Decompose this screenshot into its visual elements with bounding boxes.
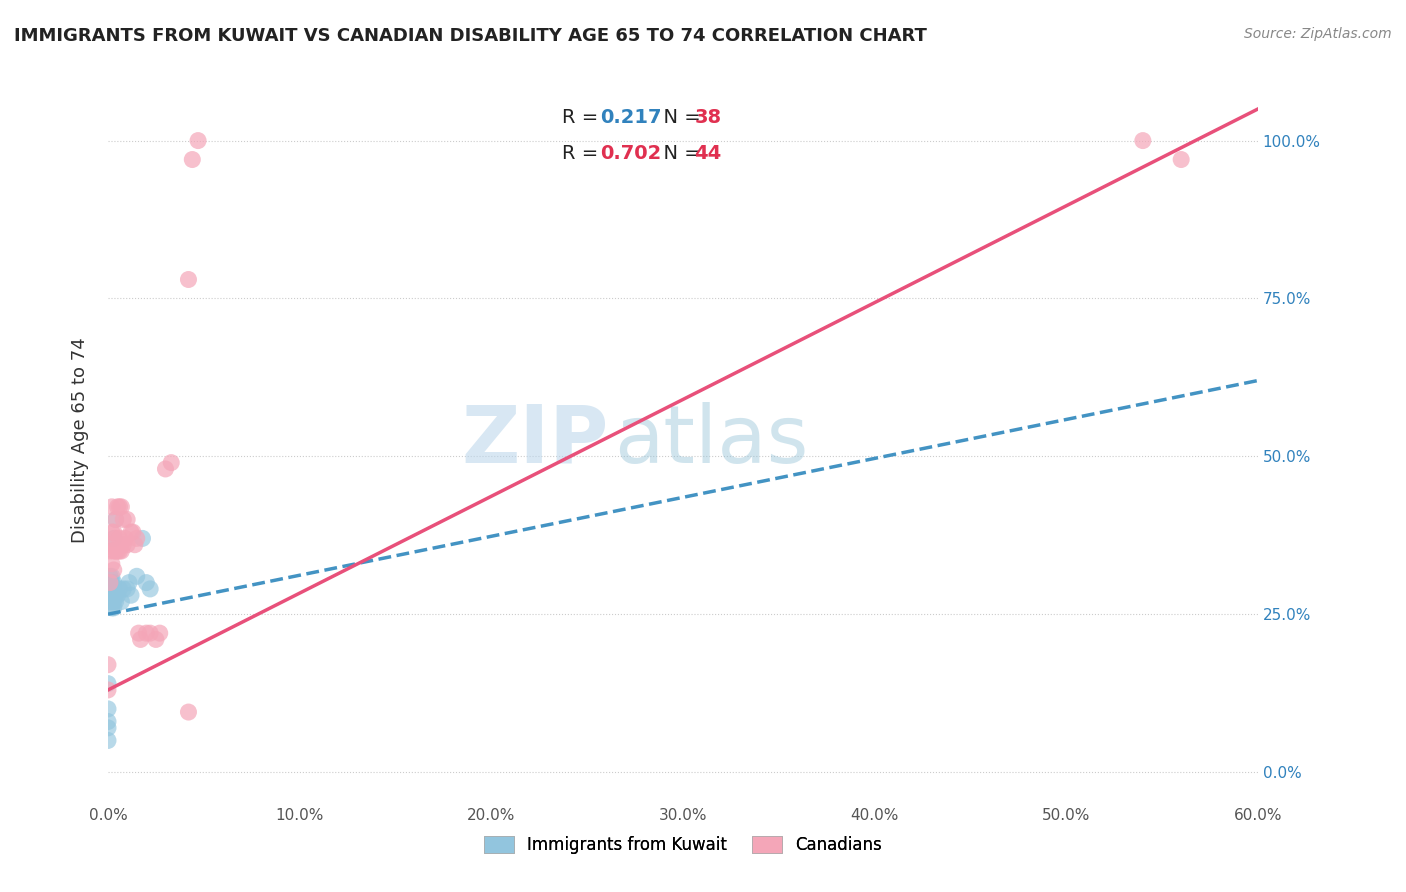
Point	[103, 582, 125, 596]
Point	[101, 538, 124, 552]
Point	[128, 626, 150, 640]
Point	[149, 626, 172, 640]
Point	[104, 588, 127, 602]
Point	[139, 582, 162, 596]
Point	[98, 569, 121, 583]
Point	[110, 500, 132, 514]
Point	[122, 525, 145, 540]
Text: 0.702: 0.702	[600, 145, 661, 163]
Point	[98, 582, 121, 596]
Point	[101, 500, 124, 514]
Point	[97, 733, 120, 747]
Point	[97, 714, 120, 729]
Point	[112, 582, 135, 596]
Point	[118, 575, 141, 590]
Point	[187, 134, 209, 148]
Point	[97, 702, 120, 716]
Point	[107, 544, 129, 558]
Point	[107, 588, 129, 602]
Point	[181, 153, 204, 167]
Point	[114, 532, 136, 546]
Point	[104, 512, 127, 526]
Point	[97, 721, 120, 735]
Point	[103, 575, 125, 590]
Point	[124, 538, 146, 552]
Text: 44: 44	[695, 145, 721, 163]
Point	[108, 544, 131, 558]
Point	[115, 538, 138, 552]
Point	[103, 544, 125, 558]
Point	[139, 626, 162, 640]
Text: atlas: atlas	[614, 401, 808, 480]
Point	[177, 272, 200, 286]
Point	[177, 705, 200, 719]
Point	[120, 525, 142, 540]
Point	[112, 538, 135, 552]
Text: 0.217: 0.217	[600, 108, 662, 127]
Point	[107, 500, 129, 514]
Point	[129, 632, 152, 647]
Point	[1132, 134, 1154, 148]
Text: N =: N =	[651, 145, 707, 163]
Point	[101, 588, 124, 602]
Point	[104, 512, 127, 526]
Text: IMMIGRANTS FROM KUWAIT VS CANADIAN DISABILITY AGE 65 TO 74 CORRELATION CHART: IMMIGRANTS FROM KUWAIT VS CANADIAN DISAB…	[14, 27, 927, 45]
Text: ZIP: ZIP	[461, 401, 609, 480]
Point	[131, 532, 153, 546]
Point	[101, 594, 124, 608]
Point	[112, 512, 135, 526]
Point	[103, 588, 125, 602]
Point	[108, 582, 131, 596]
Point	[110, 544, 132, 558]
Point	[97, 657, 120, 672]
Point	[101, 569, 124, 583]
Point	[104, 532, 127, 546]
Point	[104, 544, 127, 558]
Point	[135, 575, 157, 590]
Point	[98, 588, 121, 602]
Point	[97, 682, 120, 697]
Text: 38: 38	[695, 108, 721, 127]
Point	[135, 626, 157, 640]
Point	[98, 575, 121, 590]
Point	[103, 525, 125, 540]
Point	[1170, 153, 1192, 167]
Point	[98, 575, 121, 590]
Point	[125, 532, 148, 546]
Point	[103, 600, 125, 615]
Text: Source: ZipAtlas.com: Source: ZipAtlas.com	[1244, 27, 1392, 41]
Point	[108, 532, 131, 546]
Point	[125, 569, 148, 583]
Point	[103, 594, 125, 608]
Point	[97, 676, 120, 690]
Point	[155, 462, 177, 476]
Point	[101, 575, 124, 590]
Point	[103, 563, 125, 577]
Point	[104, 594, 127, 608]
Point	[98, 575, 121, 590]
Point	[101, 600, 124, 615]
Point	[103, 532, 125, 546]
Point	[110, 594, 132, 608]
Text: N =: N =	[651, 108, 707, 127]
Point	[101, 557, 124, 571]
Y-axis label: Disability Age 65 to 74: Disability Age 65 to 74	[72, 338, 89, 543]
Text: R =: R =	[562, 145, 605, 163]
Point	[101, 525, 124, 540]
Point	[115, 512, 138, 526]
Point	[98, 544, 121, 558]
Text: R =: R =	[562, 108, 605, 127]
Point	[101, 588, 124, 602]
Legend: Immigrants from Kuwait, Canadians: Immigrants from Kuwait, Canadians	[477, 830, 889, 861]
Point	[115, 582, 138, 596]
Point	[145, 632, 167, 647]
Point	[98, 594, 121, 608]
Point	[108, 500, 131, 514]
Point	[101, 582, 124, 596]
Point	[120, 588, 142, 602]
Point	[160, 456, 183, 470]
